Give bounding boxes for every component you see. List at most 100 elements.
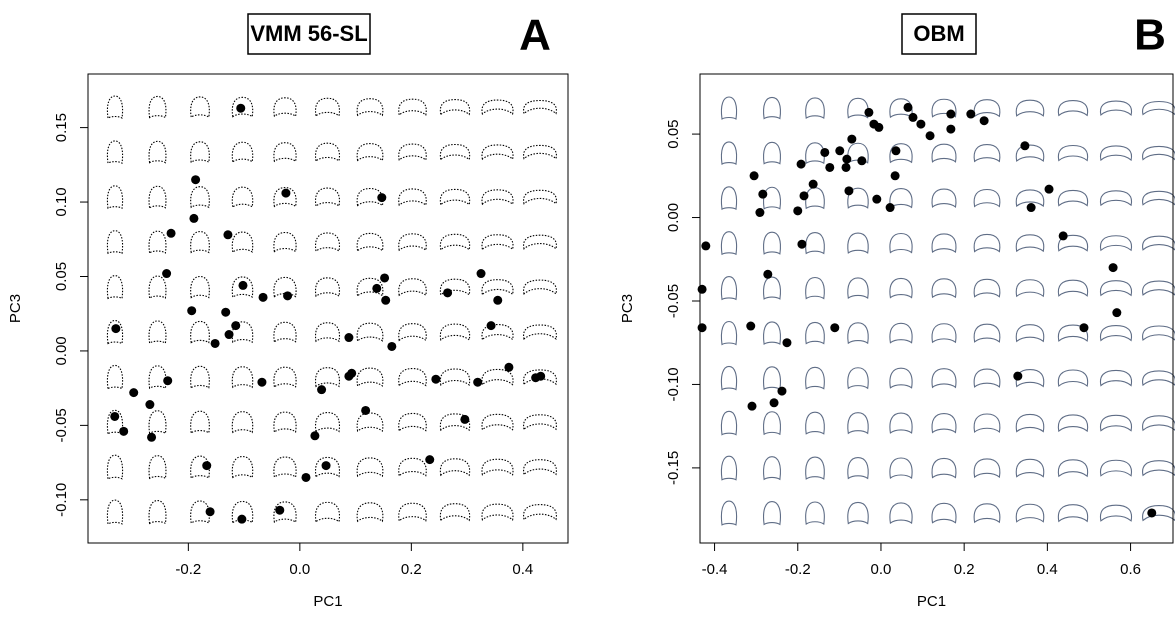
- morph-shape: [973, 99, 1001, 118]
- morph-shape: [481, 279, 514, 296]
- morph-shape: [847, 277, 869, 300]
- morph-shape: [398, 143, 427, 161]
- data-point: [701, 241, 711, 251]
- data-point: [460, 414, 470, 424]
- data-point: [1079, 323, 1089, 333]
- data-point: [777, 386, 787, 396]
- morph-shape: [973, 278, 1001, 298]
- data-point: [1020, 141, 1030, 151]
- data-point: [387, 341, 397, 351]
- morph-shape: [439, 413, 471, 432]
- morph-shape: [1015, 144, 1045, 162]
- morph-shape: [190, 500, 210, 524]
- morph-shape: [1057, 279, 1089, 297]
- data-point: [205, 507, 215, 517]
- x-tick-label: 0.2: [954, 561, 975, 578]
- data-point: [221, 307, 231, 317]
- x-tick-label: -0.4: [702, 561, 728, 578]
- x-tick-label: 0.4: [1037, 561, 1058, 578]
- data-point: [885, 203, 895, 213]
- morph-shape: [273, 456, 297, 478]
- data-point: [874, 122, 884, 132]
- x-tick-label: 0.2: [401, 561, 422, 578]
- morph-shape: [805, 276, 825, 300]
- morph-shape: [190, 365, 210, 389]
- data-point: [1058, 231, 1068, 241]
- morph-shape: [1057, 144, 1089, 162]
- data-point: [166, 228, 176, 238]
- morph-shape: [973, 458, 1001, 479]
- morph-shape: [356, 187, 384, 207]
- morph-shape: [805, 321, 825, 345]
- data-point: [377, 193, 387, 203]
- data-point: [1147, 508, 1157, 518]
- morph-shape: [931, 278, 957, 299]
- data-point: [425, 455, 435, 465]
- morph-shape: [148, 499, 167, 525]
- data-point: [238, 280, 248, 290]
- morph-shape: [763, 321, 781, 345]
- data-point: [966, 109, 976, 119]
- morph-shape: [1057, 189, 1089, 207]
- x-tick-label: 0.4: [512, 561, 533, 578]
- morph-shape: [763, 231, 781, 255]
- morph-shape: [273, 187, 297, 208]
- morph-shape: [273, 321, 297, 343]
- data-point: [797, 239, 807, 249]
- data-point: [890, 171, 900, 181]
- morph-shape: [231, 231, 254, 253]
- morph-shape: [106, 364, 124, 390]
- morph-shape: [973, 233, 1001, 253]
- morph-shape: [273, 276, 297, 298]
- morph-shape: [889, 232, 913, 254]
- data-point: [697, 284, 707, 294]
- morph-shape: [439, 278, 471, 296]
- x-tick-label: -0.2: [785, 561, 811, 578]
- morph-shape: [1099, 369, 1133, 387]
- morph-shape: [231, 455, 254, 479]
- morph-shape: [1015, 503, 1045, 523]
- data-point: [916, 119, 926, 129]
- data-point: [903, 102, 913, 112]
- morph-shape: [847, 232, 869, 254]
- title-box: [901, 13, 977, 55]
- data-point: [236, 103, 246, 113]
- data-point: [493, 295, 503, 305]
- data-point: [908, 112, 918, 122]
- morph-shape: [847, 456, 869, 480]
- morph-shape: [356, 367, 384, 387]
- morph-shape: [931, 502, 957, 524]
- data-point: [504, 362, 514, 372]
- morph-shape: [314, 97, 341, 117]
- data-point: [758, 189, 768, 199]
- data-point: [891, 146, 901, 156]
- morph-shape: [763, 96, 781, 120]
- x-tick-label: 0.6: [1120, 561, 1141, 578]
- morph-shape: [356, 98, 384, 117]
- data-point: [769, 398, 779, 408]
- morph-shape: [889, 367, 913, 389]
- data-point: [321, 461, 331, 471]
- morph-shape: [1057, 504, 1089, 523]
- morph-shape: [273, 142, 297, 163]
- morph-shape: [1099, 280, 1133, 297]
- data-point: [820, 147, 830, 157]
- morph-shape: [314, 322, 341, 343]
- morph-shape: [931, 368, 957, 389]
- morph-shape: [931, 188, 957, 208]
- morph-shape: [190, 96, 210, 119]
- data-point: [857, 156, 867, 166]
- data-point: [110, 411, 120, 421]
- morph-shape: [439, 458, 471, 477]
- data-point: [147, 432, 157, 442]
- morph-shape: [763, 500, 781, 526]
- data-point: [842, 154, 852, 164]
- morph-shape: [523, 144, 557, 160]
- morph-shape: [439, 143, 471, 161]
- data-point: [281, 188, 291, 198]
- data-point: [844, 186, 854, 196]
- data-point: [237, 514, 247, 524]
- data-point: [796, 159, 806, 169]
- morph-shape: [973, 413, 1001, 434]
- morph-shape: [439, 368, 471, 387]
